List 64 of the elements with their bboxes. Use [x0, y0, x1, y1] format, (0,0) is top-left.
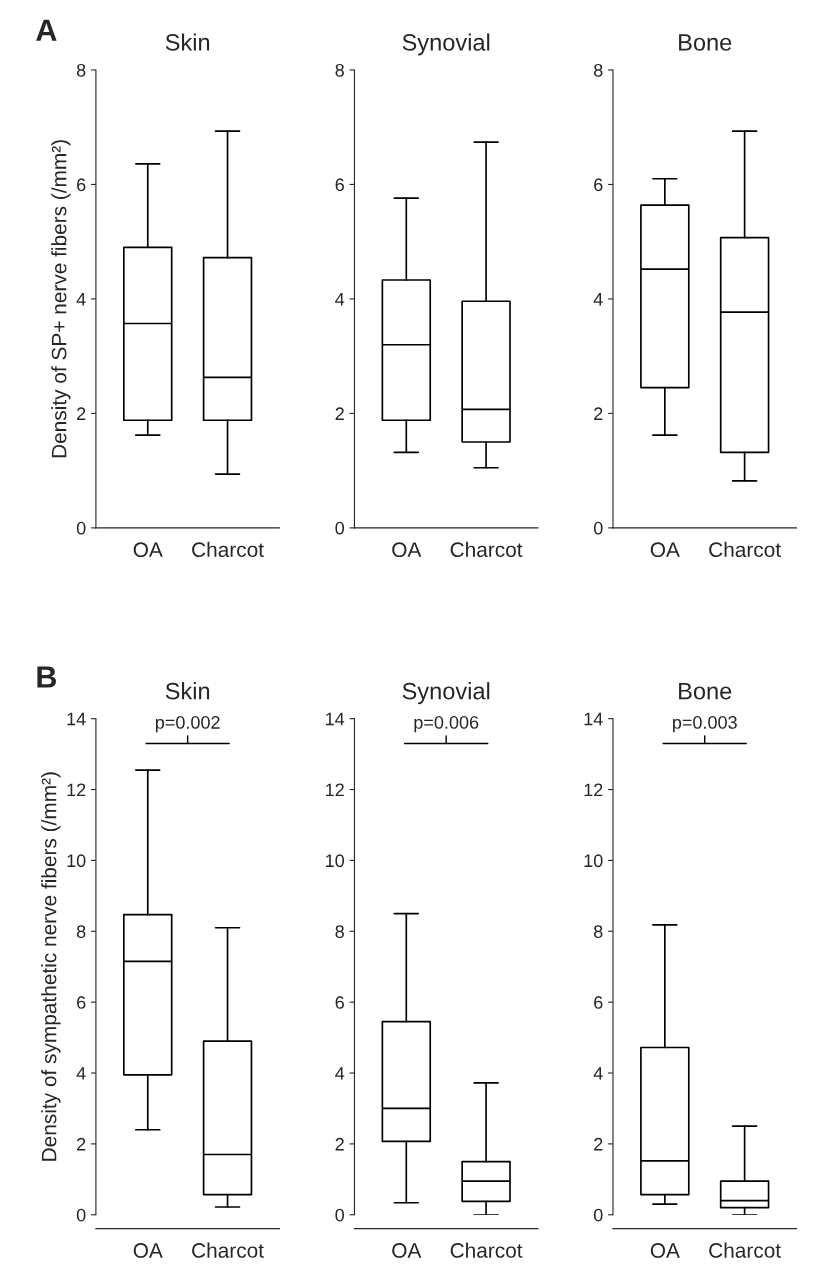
y-tick-label: 6	[77, 996, 86, 1009]
y-tick-label: 6	[335, 996, 344, 1009]
y-tick-label: 8	[76, 63, 86, 77]
text: B	[37, 666, 57, 688]
y-tick-label: 8	[594, 925, 603, 939]
x-tick-label: OA	[133, 1243, 163, 1258]
y-axis-title: Density of SP+ nerve fibers (/mm²)	[51, 140, 71, 458]
x-tick-label: Charcot	[709, 1242, 781, 1258]
y-tick-label: 6	[594, 178, 603, 192]
x-tick-label: OA	[650, 1243, 680, 1258]
y-tick-label: 4	[593, 293, 603, 306]
y-tick-label: 0	[335, 521, 345, 535]
y-tick-label: 4	[76, 293, 86, 306]
y-tick-label: 8	[594, 63, 603, 77]
y-tick-label: 4	[593, 1067, 603, 1080]
y-tick-label: 14	[67, 712, 86, 726]
y-tick-label: 4	[335, 1067, 345, 1080]
x-tick-label: Charcot	[192, 1242, 264, 1258]
annotation: p=0.002	[155, 716, 220, 733]
chart-title: Synovial	[402, 33, 490, 56]
y-tick-label: 12	[326, 783, 344, 797]
y-tick-label: 10	[67, 854, 86, 868]
y-tick-label: 6	[594, 996, 603, 1009]
chart-title: Bone	[679, 34, 732, 51]
y-tick-label: 8	[335, 925, 344, 939]
y-tick-label: 14	[326, 712, 345, 726]
y-tick-label: 8	[76, 925, 86, 939]
y-tick-label: 4	[76, 1067, 86, 1080]
y-tick-label: 2	[594, 407, 603, 420]
y-tick-label: 0	[335, 1208, 345, 1222]
y-tick-label: 0	[76, 1208, 86, 1222]
annotation: p=0.003	[673, 716, 737, 733]
y-tick-label: 14	[584, 712, 603, 726]
y-tick-label: 2	[335, 407, 344, 420]
y-tick-label: 0	[593, 521, 603, 535]
x-tick-label: OA	[133, 542, 163, 558]
y-tick-label: 2	[77, 407, 86, 420]
x-tick-label: OA	[650, 542, 680, 558]
x-tick-label: OA	[392, 1243, 422, 1258]
chart-title: Skin	[165, 682, 210, 700]
y-tick-label: 0	[593, 1208, 603, 1222]
y-tick-label: 2	[594, 1137, 603, 1151]
x-tick-label: OA	[392, 542, 422, 558]
y-tick-label: 2	[335, 1137, 344, 1151]
chart-title: Skin	[165, 33, 210, 51]
y-tick-label: 8	[335, 63, 344, 77]
chart-title: Bone	[679, 682, 732, 700]
y-tick-label: 10	[326, 854, 345, 868]
text: A	[36, 19, 57, 41]
y-tick-label: 12	[584, 783, 603, 797]
chart-title: Synovial	[402, 682, 490, 705]
y-tick-label: 6	[335, 178, 344, 192]
x-tick-label: Charcot	[450, 1242, 523, 1258]
y-axis-title: Density of sympathetic nerve fibers (/mm²)	[41, 772, 61, 1161]
y-tick-label: 2	[77, 1137, 86, 1151]
y-tick-label: 0	[76, 521, 86, 535]
y-tick-label: 4	[335, 293, 345, 306]
x-tick-label: Charcot	[709, 541, 781, 558]
x-tick-label: Charcot	[192, 541, 264, 558]
y-tick-label: 10	[584, 854, 603, 868]
y-tick-label: 12	[67, 783, 86, 797]
y-tick-label: 6	[77, 178, 86, 192]
annotation: p=0.006	[414, 716, 479, 733]
x-tick-label: Charcot	[450, 541, 523, 558]
